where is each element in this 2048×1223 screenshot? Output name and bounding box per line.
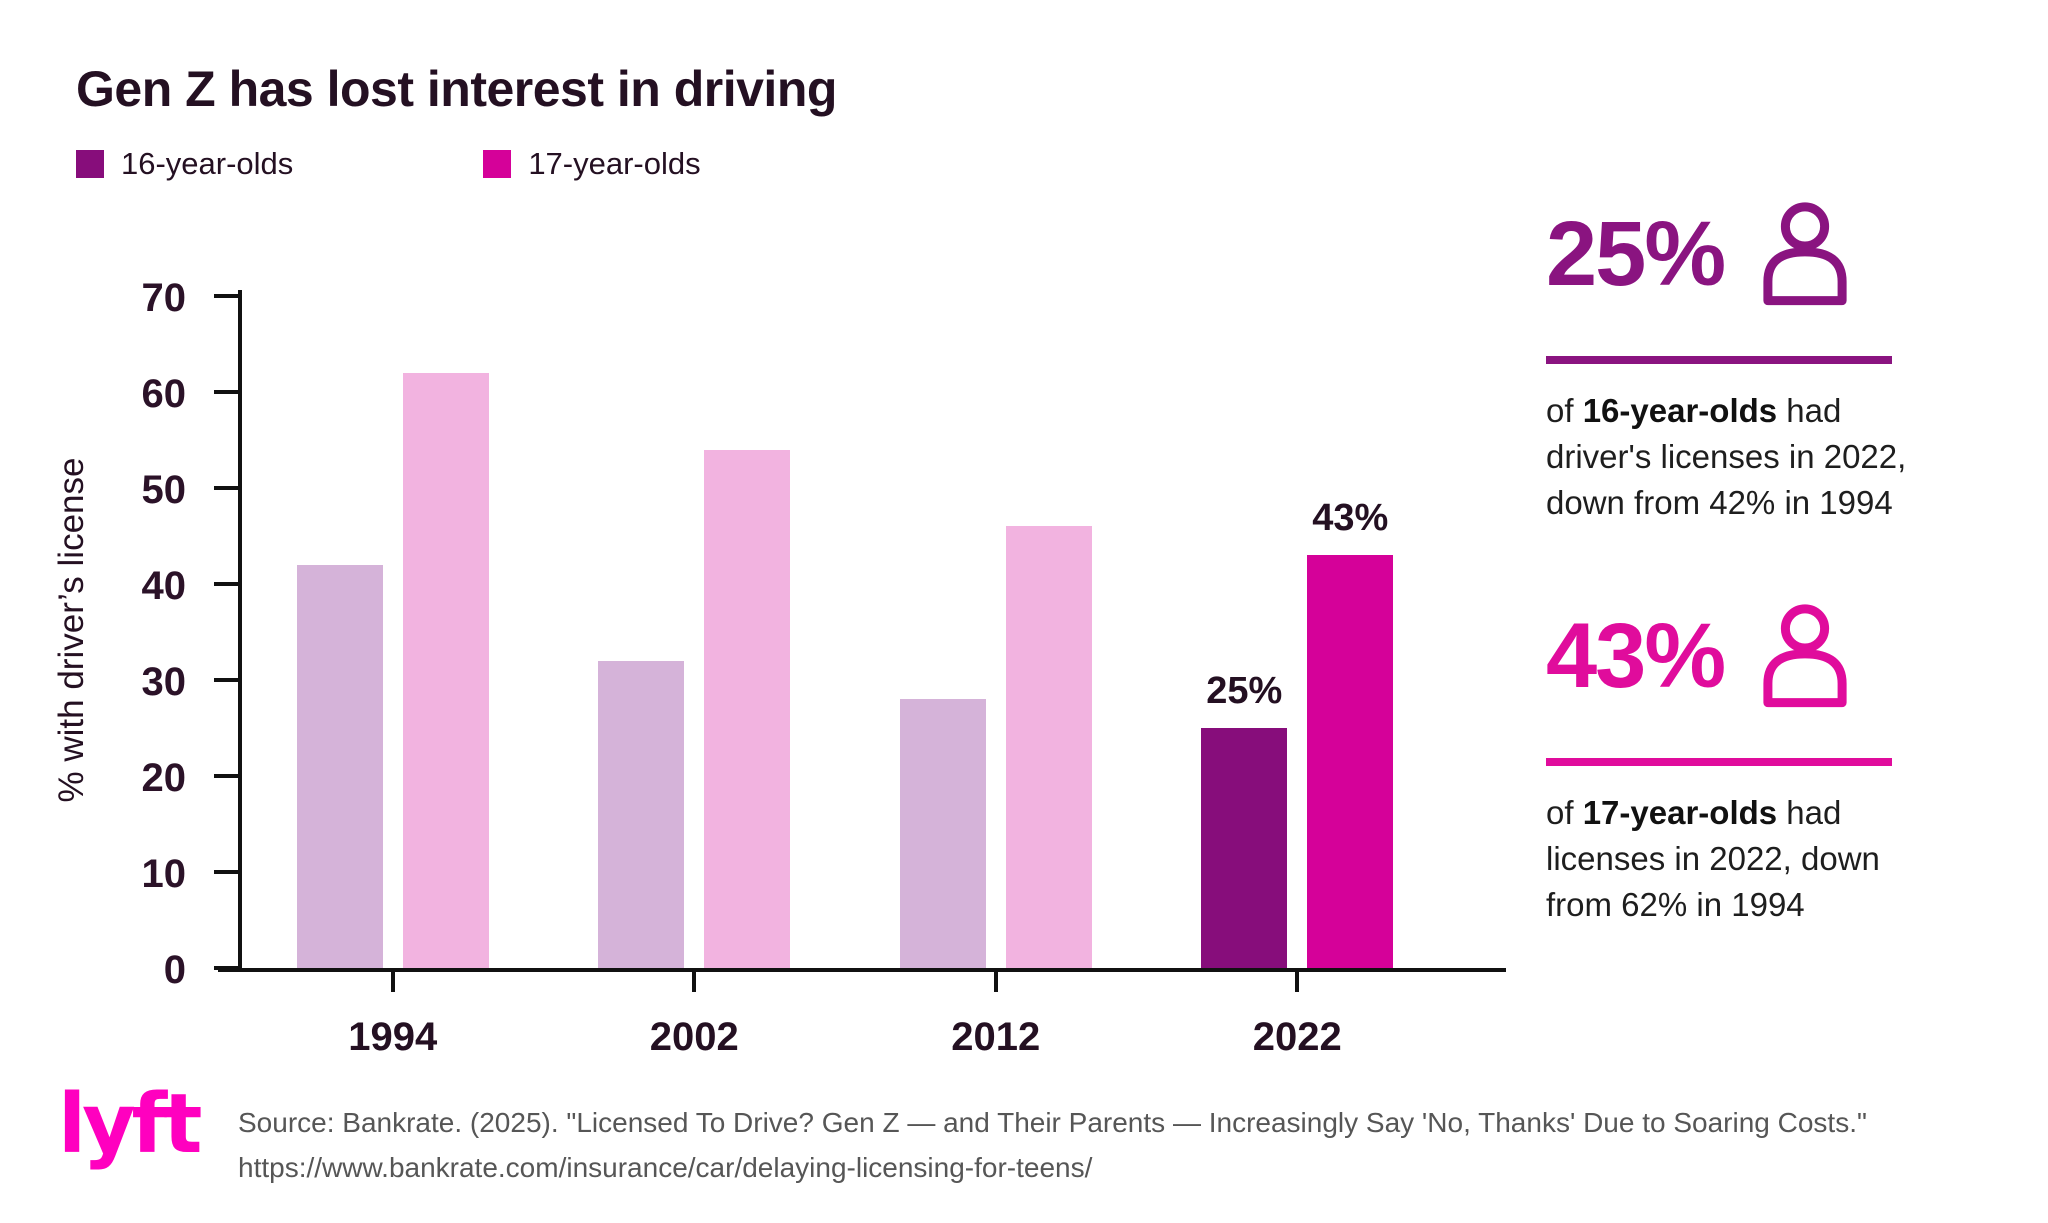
source-attribution: Source: Bankrate. (2025). "Licensed To D… xyxy=(238,1100,1867,1191)
source-url: https://www.bankrate.com/insurance/car/d… xyxy=(238,1152,1093,1184)
y-tick-label: 20 xyxy=(141,756,187,801)
legend-swatch-17 xyxy=(483,150,512,178)
bar-group-2002: 2002 xyxy=(544,296,846,1059)
x-tick-mark xyxy=(993,972,998,992)
stat-description: of 16-year-olds had driver's licenses in… xyxy=(1546,392,1907,522)
plot-area: 0 10 20 30 40 50 60 70 1994 2002 2012 25% 43% 2022 xyxy=(142,278,1449,1059)
lyft-logo: lyft xyxy=(58,1077,202,1172)
x-tick-mark xyxy=(692,972,697,992)
x-tick-mark xyxy=(390,972,395,992)
x-axis-label-2012: 2012 xyxy=(951,1015,1041,1059)
legend-label: 16-year-olds xyxy=(121,146,294,181)
y-axis-line xyxy=(238,290,242,972)
bar-1994-16-year-olds xyxy=(296,564,383,968)
stat-divider xyxy=(1546,356,1892,364)
source-citation: Source: Bankrate. (2025). "Licensed To D… xyxy=(238,1107,1867,1138)
legend-label: 17-year-olds xyxy=(528,146,701,181)
bar-2002-17-year-olds xyxy=(704,449,791,968)
bar-2022-16-year-olds: 25% xyxy=(1201,670,1288,968)
y-tick-mark xyxy=(214,294,238,298)
y-tick-mark xyxy=(214,582,238,587)
stat-value: 25% xyxy=(1546,203,1726,305)
stat-description: of 17-year-olds had licenses in 2022, do… xyxy=(1546,794,1880,924)
y-tick-mark xyxy=(214,486,238,490)
y-tick-mark xyxy=(214,966,238,970)
y-tick-label: 30 xyxy=(141,660,187,704)
legend-swatch-16 xyxy=(76,150,104,178)
y-tick-label: 70 xyxy=(141,276,187,320)
stat-head: 25% xyxy=(1546,198,1946,310)
page-title: Gen Z has lost interest in driving xyxy=(76,60,837,117)
bar-2012-17-year-olds xyxy=(1005,526,1092,968)
bar-group-1994: 1994 xyxy=(242,296,544,1059)
bar-2022-17-year-olds: 43% xyxy=(1307,497,1394,968)
y-tick-label: 50 xyxy=(141,468,187,512)
bar-group-2012: 2012 xyxy=(845,296,1147,1059)
y-tick-label: 40 xyxy=(141,564,187,609)
bar-2002-16-year-olds xyxy=(598,660,685,968)
y-tick-label: 10 xyxy=(141,852,187,897)
bar-group-2022: 25% 43% 2022 xyxy=(1147,296,1449,1059)
person-icon xyxy=(1763,604,1847,708)
legend-item-17-year-olds: 17-year-olds xyxy=(483,146,701,182)
bar-value-label: 25% xyxy=(1206,670,1283,712)
stat-divider xyxy=(1546,758,1892,766)
bar-2012-16-year-olds xyxy=(899,699,986,968)
bar-1994-17-year-olds xyxy=(402,372,489,968)
x-axis-label-2002: 2002 xyxy=(649,1015,739,1059)
y-tick-mark xyxy=(214,678,238,682)
stat-head: 43% xyxy=(1546,600,1946,712)
stat-value: 43% xyxy=(1546,605,1726,707)
x-axis-label-1994: 1994 xyxy=(348,1015,438,1059)
stat-block-16-year-olds: 25% of 16-year-olds had driver's license… xyxy=(1546,198,1946,560)
x-axis-line xyxy=(218,968,1506,972)
y-tick-mark xyxy=(214,870,238,875)
stat-block-17-year-olds: 43% of 17-year-olds had licenses in 2022… xyxy=(1546,600,1946,962)
y-tick-label: 60 xyxy=(141,372,187,416)
y-tick-mark xyxy=(214,390,238,394)
y-tick-mark xyxy=(214,774,238,779)
bar-value-label: 43% xyxy=(1312,497,1389,540)
x-tick-mark xyxy=(1295,972,1300,992)
person-icon xyxy=(1763,202,1847,306)
x-axis-label-2022: 2022 xyxy=(1252,1015,1342,1059)
y-tick-label: 0 xyxy=(163,948,186,992)
legend-item-16-year-olds: 16-year-olds xyxy=(76,146,293,182)
chart-legend: 16-year-olds 17-year-olds xyxy=(76,146,701,182)
